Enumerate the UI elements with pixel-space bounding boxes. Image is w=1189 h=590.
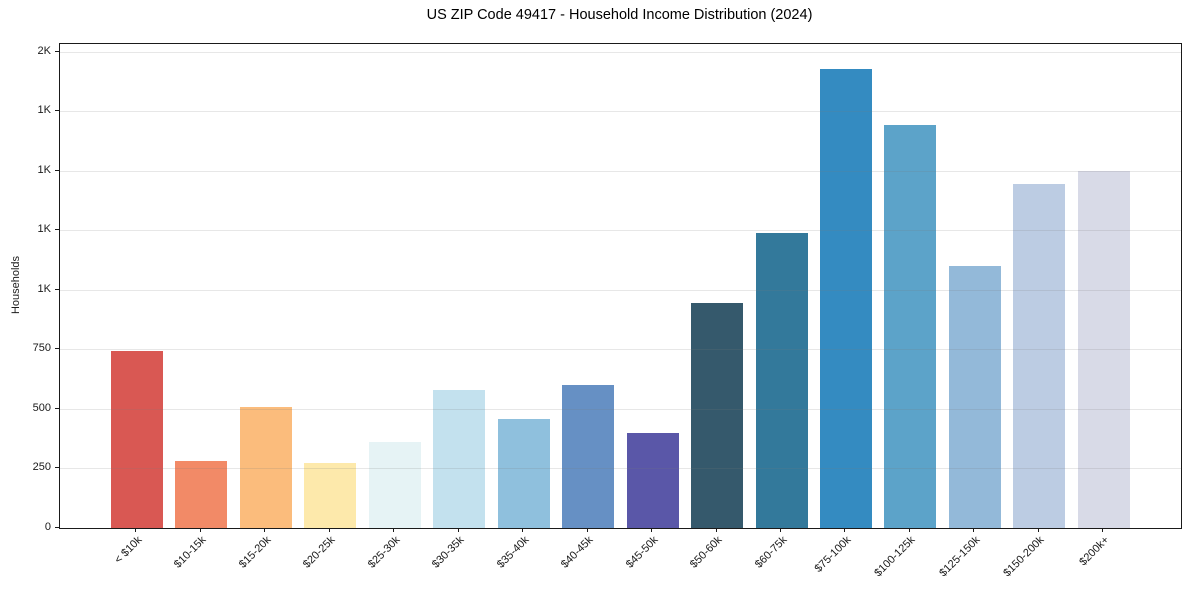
x-tick-mark <box>973 528 975 532</box>
y-tick-label: 1K <box>37 163 51 176</box>
y-tick-label: 250 <box>32 461 51 473</box>
x-tick-label: $35-40k <box>494 534 532 571</box>
x-tick-label: $15-20k <box>236 534 274 571</box>
x-tick-label: $75-100k <box>812 534 854 575</box>
y-tick-label: 1K <box>37 282 51 295</box>
bar <box>691 303 744 528</box>
x-tick-label: $20-25k <box>301 534 338 571</box>
bar <box>884 124 937 528</box>
x-tick-mark <box>844 528 846 532</box>
chart-title: US ZIP Code 49417 - Household Income Dis… <box>426 7 813 23</box>
x-tick-mark <box>135 528 137 532</box>
x-tick-mark <box>780 528 781 532</box>
bar <box>1013 184 1066 528</box>
gridline <box>60 289 1181 291</box>
bar <box>819 68 872 528</box>
x-tick-label: $150-200k <box>1001 534 1047 580</box>
bar <box>1077 171 1130 528</box>
x-tick-label: $40-45k <box>558 534 596 571</box>
bar <box>497 418 550 528</box>
x-tick-mark <box>264 528 266 532</box>
bar <box>304 463 357 528</box>
bar <box>239 406 292 528</box>
y-tick-mark <box>55 229 59 230</box>
y-tick-mark <box>55 467 59 468</box>
y-tick-label: 500 <box>32 401 51 414</box>
y-tick-mark <box>55 288 59 290</box>
bar <box>110 350 163 528</box>
bar <box>755 232 808 528</box>
x-tick-mark <box>715 528 717 532</box>
x-tick-mark <box>522 528 524 532</box>
y-tick-mark <box>55 348 59 349</box>
x-tick-label: $60-75k <box>752 534 789 571</box>
plot-area <box>59 43 1182 529</box>
x-tick-label: < $10k <box>112 534 145 567</box>
bar <box>433 390 486 528</box>
y-tick-label: 750 <box>32 342 51 354</box>
bar <box>368 441 421 528</box>
gridline <box>60 349 1181 350</box>
y-tick-mark <box>55 169 59 171</box>
bar <box>626 433 679 528</box>
bar <box>175 461 228 528</box>
y-tick-mark <box>55 110 59 111</box>
x-tick-label: $50-60k <box>687 534 725 571</box>
x-tick-mark <box>1037 528 1039 532</box>
x-tick-label: $25-30k <box>365 534 403 571</box>
x-tick-label: $100-125k <box>872 534 918 580</box>
gridline <box>60 408 1181 410</box>
x-tick-mark <box>651 528 653 532</box>
x-tick-label: $125-150k <box>937 534 983 580</box>
x-tick-mark <box>199 528 201 532</box>
x-tick-mark <box>393 528 395 532</box>
gridline <box>60 51 1181 53</box>
gridline <box>60 111 1181 112</box>
y-tick-mark <box>55 407 59 409</box>
x-tick-mark <box>908 528 910 532</box>
gridline <box>60 468 1181 469</box>
y-tick-mark <box>55 526 59 528</box>
x-tick-label: $10-15k <box>172 534 209 571</box>
y-tick-mark <box>55 50 59 52</box>
y-tick-label: 1K <box>37 104 51 116</box>
bar <box>948 266 1001 528</box>
x-tick-label: $30-35k <box>430 534 467 571</box>
gridline <box>60 170 1181 172</box>
x-tick-mark <box>1102 528 1104 532</box>
x-tick-label: $45-50k <box>623 534 661 571</box>
y-tick-label: 1K <box>37 223 51 235</box>
gridline <box>60 230 1181 231</box>
bar <box>562 385 615 528</box>
x-tick-label: $200k+ <box>1077 534 1112 569</box>
x-tick-mark <box>457 528 459 532</box>
y-tick-label: 2K <box>37 44 51 57</box>
x-tick-mark <box>328 528 330 532</box>
x-tick-mark <box>586 528 588 532</box>
y-tick-label: 0 <box>44 520 51 533</box>
